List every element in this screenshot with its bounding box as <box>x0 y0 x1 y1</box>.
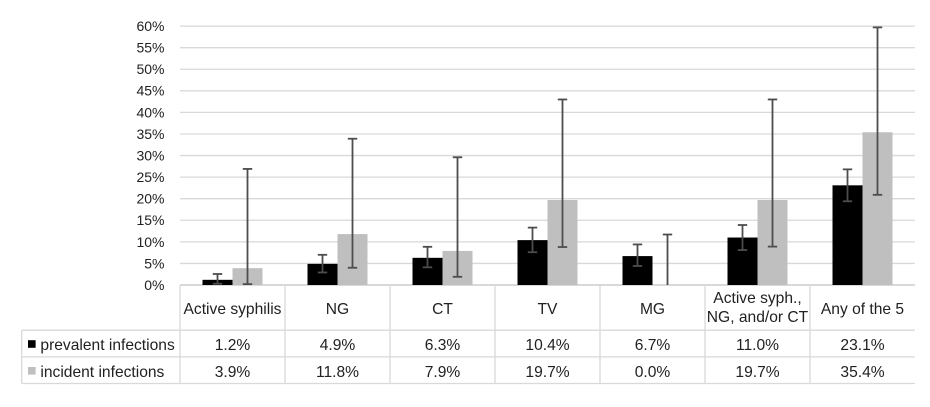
svg-text:0.0%: 0.0% <box>635 364 671 381</box>
svg-text:6.7%: 6.7% <box>635 337 671 354</box>
svg-text:45%: 45% <box>136 83 164 99</box>
svg-text:60%: 60% <box>136 18 164 34</box>
svg-text:NG: NG <box>326 301 349 318</box>
svg-text:3.9%: 3.9% <box>215 364 251 381</box>
svg-text:25%: 25% <box>136 169 164 185</box>
svg-text:50%: 50% <box>136 61 164 77</box>
svg-text:CT: CT <box>432 301 453 318</box>
svg-text:55%: 55% <box>136 40 164 56</box>
svg-text:11.8%: 11.8% <box>316 364 359 381</box>
svg-text:4.9%: 4.9% <box>320 337 356 354</box>
svg-text:7.9%: 7.9% <box>425 364 461 381</box>
svg-text:MG: MG <box>640 301 665 318</box>
svg-text:19.7%: 19.7% <box>735 364 779 381</box>
svg-text:40%: 40% <box>136 104 164 120</box>
svg-text:11.0%: 11.0% <box>736 337 779 354</box>
svg-text:19.7%: 19.7% <box>525 364 569 381</box>
svg-text:Active syph.,: Active syph., <box>713 290 801 307</box>
svg-text:20%: 20% <box>136 191 164 207</box>
svg-text:10.4%: 10.4% <box>525 337 569 354</box>
svg-text:35.4%: 35.4% <box>840 364 884 381</box>
svg-text:30%: 30% <box>136 147 164 163</box>
svg-text:Active syphilis: Active syphilis <box>184 301 282 318</box>
svg-text:15%: 15% <box>136 212 164 228</box>
svg-text:0%: 0% <box>144 277 164 293</box>
svg-text:Any of the 5: Any of the 5 <box>821 301 905 318</box>
svg-text:23.1%: 23.1% <box>840 337 884 354</box>
svg-text:5%: 5% <box>144 255 164 271</box>
svg-text:10%: 10% <box>136 234 164 250</box>
svg-text:prevalent infections: prevalent infections <box>40 337 175 354</box>
svg-text:NG, and/or CT: NG, and/or CT <box>707 309 809 326</box>
svg-text:35%: 35% <box>136 126 164 142</box>
svg-text:TV: TV <box>538 301 559 318</box>
svg-text:1.2%: 1.2% <box>215 337 251 354</box>
svg-text:6.3%: 6.3% <box>425 337 461 354</box>
svg-text:incident infections: incident infections <box>40 364 164 381</box>
